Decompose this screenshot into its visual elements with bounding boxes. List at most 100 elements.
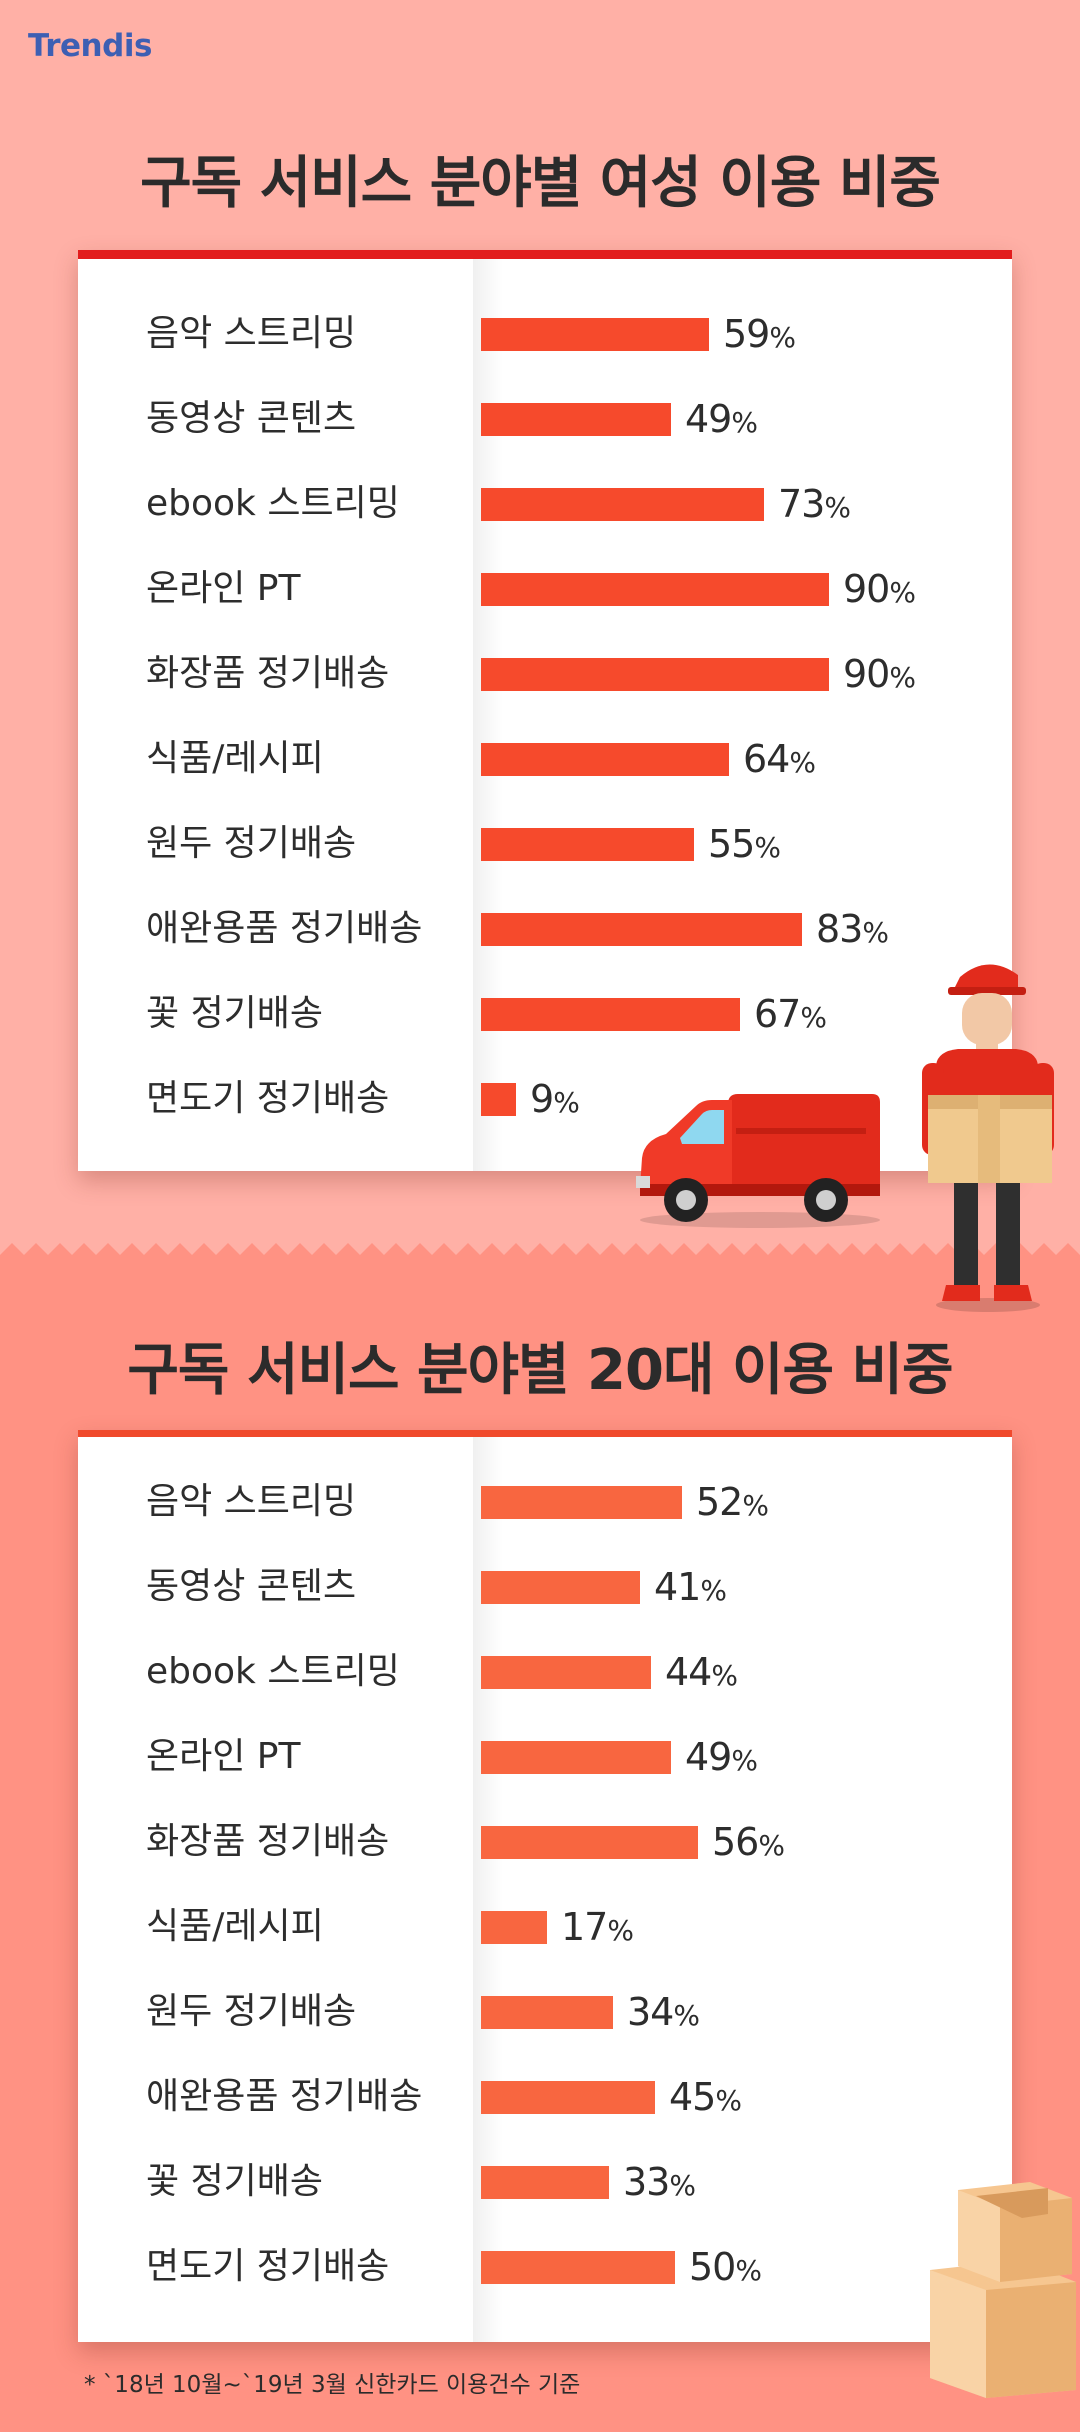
bar [481,1741,671,1774]
bar-value-unit: % [889,661,916,694]
bar-row: 면도기 정기배송 9% [78,1074,1012,1124]
bar-category-label: 온라인 PT [146,1736,301,1777]
bar-value-unit: % [742,1489,769,1522]
bar-value-label: 50% [689,2242,762,2292]
bar-value-unit: % [824,491,851,524]
bar-value-number: 83 [816,907,863,951]
bar-category-label: ebook 스트리밍 [146,1651,400,1692]
bar-value-unit: % [735,2254,762,2287]
bar-value-unit: % [862,916,889,949]
bar-value-unit: % [789,746,816,779]
bar-value-label: 9% [530,1074,580,1124]
bar-value-label: 17% [561,1902,634,1952]
bar-value-label: 34% [627,1987,700,2037]
bar-row: 온라인 PT 90% [78,564,1012,614]
bar-category-label: 화장품 정기배송 [146,1821,390,1862]
bar-category-label: 원두 정기배송 [146,823,357,864]
bar-category-label: 애완용품 정기배송 [146,2076,423,2117]
bar-value-label: 49% [685,1732,758,1782]
bar [481,1486,682,1519]
bar-value-label: 59% [723,309,796,359]
bar-value-number: 45 [669,2075,716,2119]
bar-value-unit: % [800,1001,827,1034]
bar [481,488,764,521]
bar-row: 면도기 정기배송 50% [78,2242,1012,2292]
bar [481,998,740,1031]
bar-category-label: 식품/레시피 [146,1906,324,1947]
bar-value-number: 44 [665,1650,712,1694]
bar-row: 원두 정기배송 34% [78,1987,1012,2037]
bar [481,828,694,861]
bar-category-label: ebook 스트리밍 [146,483,400,524]
bar [481,743,729,776]
bar-value-label: 83% [816,904,889,954]
cardboard-boxes-icon [930,2182,1076,2398]
bar [481,1996,613,2029]
bar-value-label: 90% [843,649,916,699]
footnote: * `18년 10월~`19년 3월 신한카드 이용건수 기준 [84,2372,581,2398]
bar [481,1571,640,1604]
bar-value-unit: % [553,1086,580,1119]
bar-row: ebook 스트리밍 44% [78,1647,1012,1697]
bar-value-number: 90 [843,567,890,611]
bar-value-unit: % [715,2084,742,2117]
bar-value-number: 49 [685,1735,732,1779]
bar-category-label: 꽃 정기배송 [146,2161,324,2202]
bar-value-unit: % [731,406,758,439]
bar-value-unit: % [769,321,796,354]
chart-card-women: 음악 스트리밍 59% 동영상 콘텐츠 49% ebook 스트리밍 73% 온라인 PT 9… [78,250,1012,1171]
bar-value-label: 55% [708,819,781,869]
bar-category-label: 동영상 콘텐츠 [146,1566,357,1607]
bar-category-label: 꽃 정기배송 [146,993,324,1034]
bar-value-unit: % [711,1659,738,1692]
bar-value-number: 50 [689,2245,736,2289]
bar-row: ebook 스트리밍 73% [78,479,1012,529]
bar-value-number: 34 [627,1990,674,2034]
bar-value-number: 56 [712,1820,759,1864]
bar-value-number: 33 [623,2160,670,2204]
bar-category-label: 온라인 PT [146,568,301,609]
bar-value-unit: % [889,576,916,609]
bar-value-label: 33% [623,2157,696,2207]
bar-category-label: 면도기 정기배송 [146,1078,390,1119]
bar [481,403,671,436]
bar-row: 온라인 PT 49% [78,1732,1012,1782]
bar-category-label: 화장품 정기배송 [146,653,390,694]
bar [481,1826,698,1859]
bar [481,2251,675,2284]
trendis-logo: Trendis [28,28,152,64]
bar-value-label: 56% [712,1817,785,1867]
bar [481,1656,651,1689]
bar-row: 식품/레시피 17% [78,1902,1012,1952]
bar-value-unit: % [673,1999,700,2032]
bar-category-label: 식품/레시피 [146,738,324,779]
bar [481,2166,609,2199]
delivery-man-icon [922,964,1054,1312]
bar-row: 꽃 정기배송 67% [78,989,1012,1039]
bar-row: 화장품 정기배송 90% [78,649,1012,699]
chart-card-twenties: 음악 스트리밍 52% 동영상 콘텐츠 41% ebook 스트리밍 44% 온라인 PT 4… [78,1430,1012,2342]
bar [481,318,709,351]
bar-value-number: 90 [843,652,890,696]
bar-value-unit: % [700,1574,727,1607]
bar [481,1083,516,1116]
zigzag-divider [0,1243,1080,1275]
bar-value-label: 73% [778,479,851,529]
bar-category-label: 음악 스트리밍 [146,1481,357,1522]
bar-value-number: 59 [723,312,770,356]
bar-value-unit: % [758,1829,785,1862]
bar-category-label: 애완용품 정기배송 [146,908,423,949]
bar-row: 원두 정기배송 55% [78,819,1012,869]
bar [481,573,829,606]
bar-category-label: 원두 정기배송 [146,1991,357,2032]
bar-value-number: 64 [743,737,790,781]
bar-value-label: 67% [754,989,827,1039]
bar-row: 꽃 정기배송 33% [78,2157,1012,2207]
bar-row: 식품/레시피 64% [78,734,1012,784]
bar [481,2081,655,2114]
bar-category-label: 동영상 콘텐츠 [146,398,357,439]
bar-value-label: 44% [665,1647,738,1697]
bar-row: 화장품 정기배송 56% [78,1817,1012,1867]
bar [481,1911,547,1944]
delivery-van-icon [636,1094,880,1228]
